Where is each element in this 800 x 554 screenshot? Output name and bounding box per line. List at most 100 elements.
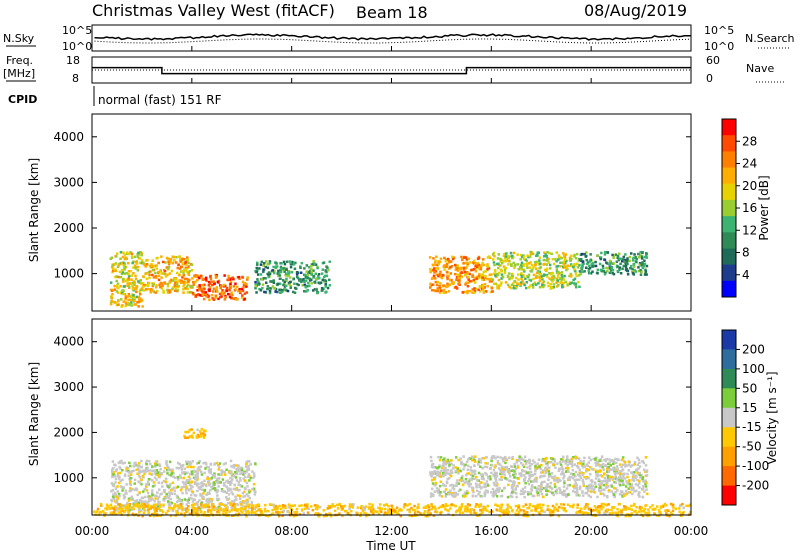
echo-cell: [605, 483, 608, 486]
echo-cell: [560, 491, 564, 494]
echo-cell: [145, 463, 148, 466]
echo-cell: [206, 475, 209, 479]
echo-cell: [585, 485, 589, 488]
echo-cell: [167, 260, 170, 264]
echo-cell: [152, 276, 156, 279]
echo-cell: [603, 253, 607, 256]
echo-cell: [606, 466, 609, 469]
echo-cell: [182, 274, 186, 277]
echo-cell: [232, 277, 235, 281]
echo-cell: [195, 462, 199, 465]
echo-cell: [559, 281, 562, 284]
echo-cell: [621, 476, 625, 479]
echo-cell: [477, 274, 480, 278]
echo-cell: [172, 286, 175, 289]
echo-cell: [165, 492, 168, 496]
echo-cell: [454, 268, 458, 271]
echo-cell: [626, 482, 629, 485]
echo-cell: [176, 512, 179, 515]
echo-cell: [634, 474, 638, 478]
echo-cell: [442, 291, 445, 295]
echo-cell: [228, 295, 232, 299]
echo-cell: [551, 457, 554, 461]
echo-cell: [116, 282, 120, 286]
echo-cell: [471, 279, 474, 283]
echo-cell: [230, 465, 233, 468]
echo-cell: [131, 284, 134, 287]
echo-cell: [138, 298, 141, 301]
echo-cell: [310, 505, 313, 508]
echo-cell: [500, 510, 504, 514]
echo-cell: [563, 489, 567, 493]
echo-cell: [200, 287, 203, 291]
echo-cell: [175, 256, 178, 259]
echo-cell: [181, 491, 184, 495]
echo-cell: [229, 477, 232, 480]
echo-cell: [435, 472, 439, 475]
echo-cell: [448, 463, 451, 467]
echo-cell: [475, 511, 478, 515]
echo-cell: [227, 489, 231, 492]
echo-cell: [533, 281, 537, 284]
echo-cell: [179, 476, 182, 480]
echo-cell: [215, 286, 219, 289]
echo-cell: [552, 278, 555, 281]
echo-cell: [527, 255, 530, 259]
echo-cell: [507, 510, 511, 514]
echo-cell: [123, 253, 126, 256]
echo-cell: [538, 272, 542, 276]
echo-cell: [411, 508, 415, 512]
echo-cell: [125, 251, 129, 254]
echo-cell: [234, 476, 238, 479]
echo-cell: [317, 512, 320, 515]
echo-cell: [529, 252, 533, 256]
echo-cell: [542, 263, 545, 266]
echo-cell: [624, 266, 628, 269]
echo-cell: [591, 509, 595, 512]
echo-cell: [186, 471, 189, 474]
echo-cell: [678, 504, 682, 507]
echo-cell: [519, 461, 523, 465]
echo-cell: [641, 476, 645, 479]
echo-cell: [411, 514, 414, 518]
echo-cell: [510, 254, 514, 258]
echo-cell: [626, 472, 629, 476]
echo-cell: [96, 510, 99, 513]
echo-cell: [451, 467, 455, 470]
echo-cell: [623, 258, 627, 262]
echo-cell: [553, 506, 556, 509]
echo-cell: [536, 462, 539, 465]
echo-cell: [510, 486, 514, 490]
echo-cell: [132, 507, 135, 510]
echo-cell: [268, 260, 272, 263]
echo-cell: [200, 473, 204, 476]
echo-cell: [589, 483, 592, 487]
echo-cell: [512, 473, 515, 477]
echo-cell: [602, 267, 605, 270]
echo-cell: [520, 261, 524, 264]
echo-cell: [307, 271, 310, 275]
echo-cell: [322, 261, 326, 264]
echo-cell: [482, 477, 485, 481]
echo-cell: [522, 264, 525, 267]
echo-cell: [142, 275, 145, 278]
echo-cell: [537, 261, 540, 265]
echo-cell: [217, 468, 220, 471]
echo-cell: [187, 505, 190, 508]
echo-cell: [585, 486, 588, 490]
echo-cell: [436, 280, 440, 284]
echo-cell: [551, 504, 555, 508]
echo-cell: [315, 277, 318, 281]
echo-cell: [575, 483, 578, 486]
echo-cell: [452, 281, 456, 284]
echo-cell: [440, 289, 443, 292]
echo-cell: [167, 487, 171, 490]
echo-cell: [551, 276, 554, 279]
echo-cell: [129, 481, 132, 484]
echo-cell: [256, 273, 260, 276]
echo-cell: [430, 277, 434, 280]
echo-cell: [607, 470, 611, 473]
echo-cell: [193, 469, 196, 473]
echo-cell: [205, 499, 208, 502]
echo-cell: [527, 493, 530, 496]
